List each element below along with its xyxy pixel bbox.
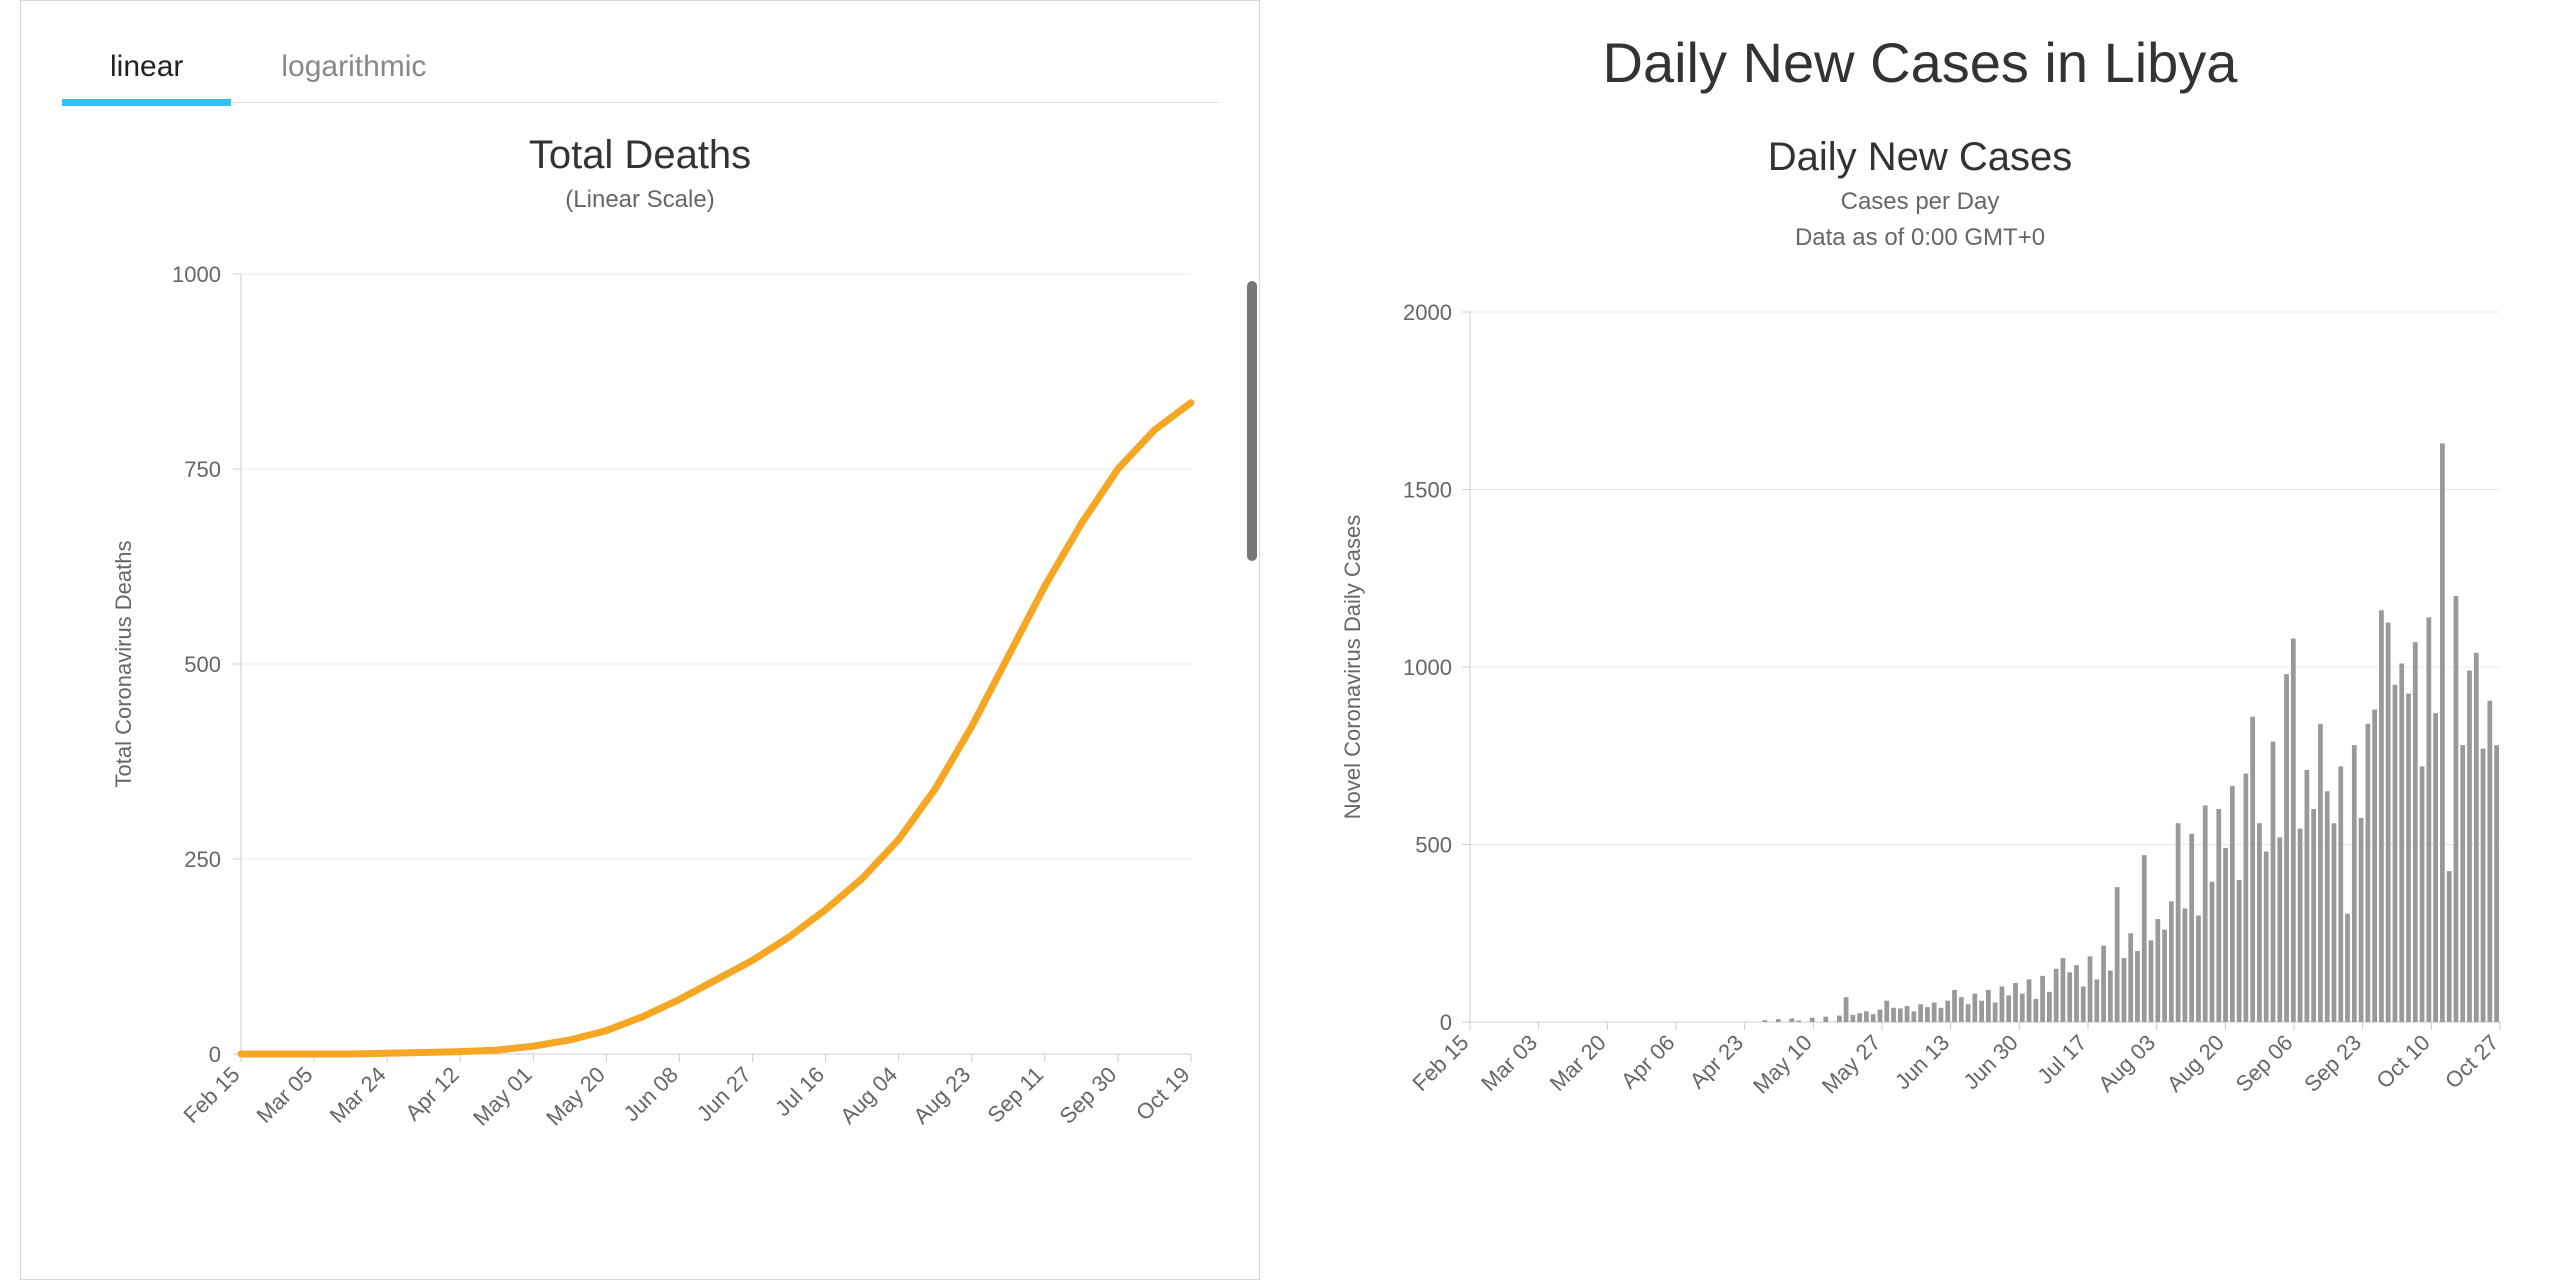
svg-text:Sep 30: Sep 30 <box>1054 1062 1121 1129</box>
cases-chart-subtitle2: Data as of 0:00 GMT+0 <box>1300 224 2540 252</box>
svg-text:Oct 27: Oct 27 <box>2440 1030 2504 1094</box>
svg-text:Novel Coronavirus Daily Cases: Novel Coronavirus Daily Cases <box>1340 515 1365 819</box>
svg-text:0: 0 <box>209 1042 221 1067</box>
deaths-chart-title: Total Deaths <box>61 133 1219 178</box>
svg-text:Jul 17: Jul 17 <box>2032 1030 2091 1089</box>
svg-text:Mar 24: Mar 24 <box>325 1062 391 1128</box>
svg-text:500: 500 <box>1415 833 1452 858</box>
svg-text:May 10: May 10 <box>1748 1030 1817 1099</box>
svg-text:750: 750 <box>184 457 221 482</box>
tab-logarithmic[interactable]: logarithmic <box>232 31 475 102</box>
svg-text:500: 500 <box>184 652 221 677</box>
svg-text:Jul 16: Jul 16 <box>770 1062 829 1121</box>
svg-text:Aug 04: Aug 04 <box>835 1062 902 1129</box>
svg-text:Aug 23: Aug 23 <box>908 1062 975 1129</box>
tab-linear[interactable]: linear <box>61 31 232 102</box>
svg-text:0: 0 <box>1440 1010 1452 1035</box>
cases-chart-svg: 0 500 1000 1500 2000 Novel Coronavirus Daily … <box>1300 272 2520 1192</box>
svg-text:Total Coronavirus Deaths: Total Coronavirus Deaths <box>111 540 136 787</box>
svg-text:Feb 15: Feb 15 <box>178 1062 244 1128</box>
svg-text:Feb 15: Feb 15 <box>1407 1030 1473 1096</box>
scale-tabs: linear logarithmic <box>61 31 1219 103</box>
svg-text:Apr 06: Apr 06 <box>1616 1030 1680 1094</box>
svg-text:Oct 10: Oct 10 <box>2371 1030 2435 1094</box>
svg-text:Jun 27: Jun 27 <box>692 1062 756 1126</box>
svg-text:2000: 2000 <box>1403 300 1452 325</box>
deaths-chart-subtitle: (Linear Scale) <box>61 186 1219 214</box>
svg-text:Jun 30: Jun 30 <box>1958 1030 2022 1094</box>
left-panel: linear logarithmic Total Deaths (Linear … <box>0 0 1280 1280</box>
scrollbar-thumb[interactable] <box>1247 281 1257 561</box>
svg-text:1000: 1000 <box>172 262 221 287</box>
svg-text:250: 250 <box>184 847 221 872</box>
deaths-chart-svg: 0 250 500 750 1000 Total Coronavirus Deaths Fe… <box>61 234 1221 1214</box>
svg-text:Jun 13: Jun 13 <box>1890 1030 1954 1094</box>
svg-text:Sep 06: Sep 06 <box>2231 1030 2298 1097</box>
svg-text:Mar 20: Mar 20 <box>1545 1030 1611 1096</box>
svg-text:Oct 19: Oct 19 <box>1131 1062 1195 1126</box>
svg-text:Sep 11: Sep 11 <box>983 1062 1049 1128</box>
svg-text:Jun 08: Jun 08 <box>619 1062 683 1126</box>
page-title: Daily New Cases in Libya <box>1300 30 2540 95</box>
deaths-chart-area: 0 250 500 750 1000 Total Coronavirus Deaths Fe… <box>61 234 1219 1214</box>
right-panel: Daily New Cases in Libya Daily New Cases… <box>1280 0 2560 1280</box>
cases-chart-title: Daily New Cases <box>1300 135 2540 180</box>
svg-text:Aug 03: Aug 03 <box>2093 1030 2160 1097</box>
svg-text:1500: 1500 <box>1403 478 1452 503</box>
cases-chart-area: 0 500 1000 1500 2000 Novel Coronavirus Daily … <box>1300 272 2540 1192</box>
cases-chart-subtitle1: Cases per Day <box>1300 188 2540 216</box>
deaths-card: linear logarithmic Total Deaths (Linear … <box>20 0 1260 1280</box>
svg-text:May 20: May 20 <box>541 1062 610 1131</box>
svg-text:Apr 23: Apr 23 <box>1685 1030 1749 1094</box>
svg-text:Mar 03: Mar 03 <box>1476 1030 1542 1096</box>
svg-text:1000: 1000 <box>1403 655 1452 680</box>
svg-text:Sep 23: Sep 23 <box>2299 1030 2366 1097</box>
svg-text:May 27: May 27 <box>1817 1030 1886 1099</box>
svg-text:Mar 05: Mar 05 <box>252 1062 318 1128</box>
svg-text:May 01: May 01 <box>468 1062 537 1131</box>
svg-text:Aug 20: Aug 20 <box>2162 1030 2229 1097</box>
svg-text:Apr 12: Apr 12 <box>400 1062 464 1126</box>
